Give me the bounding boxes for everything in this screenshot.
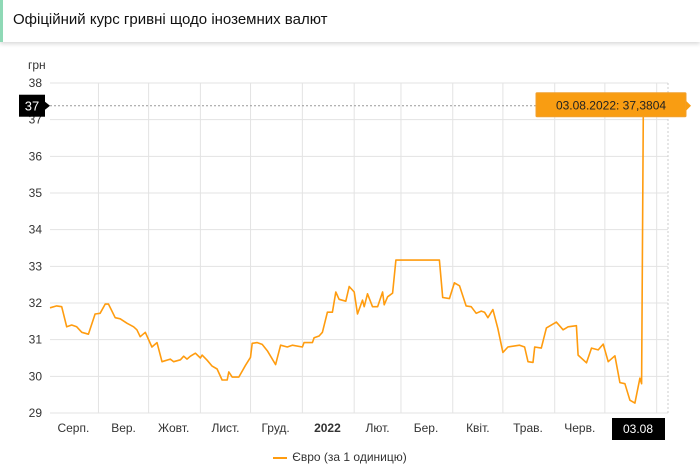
x-tick-label: Черв. — [564, 421, 595, 435]
x-tick-label: Трав. — [513, 421, 543, 435]
x-tick-label: Лист. — [211, 421, 239, 435]
x-tick-label: Лют. — [365, 421, 389, 435]
crosshair-y-label: 37 — [25, 99, 39, 114]
y-tick-label: 38 — [29, 76, 43, 90]
crosshair-x-label: 03.08 — [623, 422, 653, 436]
y-tick-label: 31 — [29, 333, 43, 347]
crosshair-y-label-box — [19, 94, 45, 117]
x-tick-label: Вер. — [111, 421, 136, 435]
legend[interactable]: Євро (за 1 одиницю) — [0, 450, 680, 464]
y-tick-label: 29 — [29, 406, 43, 420]
y-tick-label: 33 — [29, 259, 43, 273]
tooltip-text: 03.08.2022: 37,3804 — [556, 99, 666, 113]
x-tick-label: Груд. — [261, 421, 289, 435]
legend-swatch — [273, 456, 288, 459]
page-title: Офіційний курс гривні щодо іноземних вал… — [13, 11, 328, 28]
crosshair-x-label-box — [612, 418, 665, 440]
x-tick-label: Жовт. — [158, 421, 189, 435]
y-tick-label: 30 — [29, 369, 43, 383]
y-tick-label: 36 — [29, 149, 43, 163]
y-tick-label: 34 — [29, 223, 43, 237]
tooltip-pointer — [686, 100, 691, 111]
y-tick-label: 35 — [29, 186, 43, 200]
x-tick-label: Серп. — [57, 421, 89, 435]
legend-label: Євро (за 1 одиницю) — [292, 450, 407, 464]
x-tick-label: 2022 — [314, 421, 341, 435]
x-tick-label: Бер. — [414, 421, 439, 435]
y-tick-label: 32 — [29, 296, 43, 310]
x-tick-label: Квіт. — [466, 421, 490, 435]
series-line-euro — [49, 105, 661, 404]
y-axis-label: грн — [28, 58, 46, 72]
page-header: Офіційний курс гривні щодо іноземних вал… — [0, 0, 700, 42]
crosshair-y-label-pointer — [45, 101, 50, 110]
